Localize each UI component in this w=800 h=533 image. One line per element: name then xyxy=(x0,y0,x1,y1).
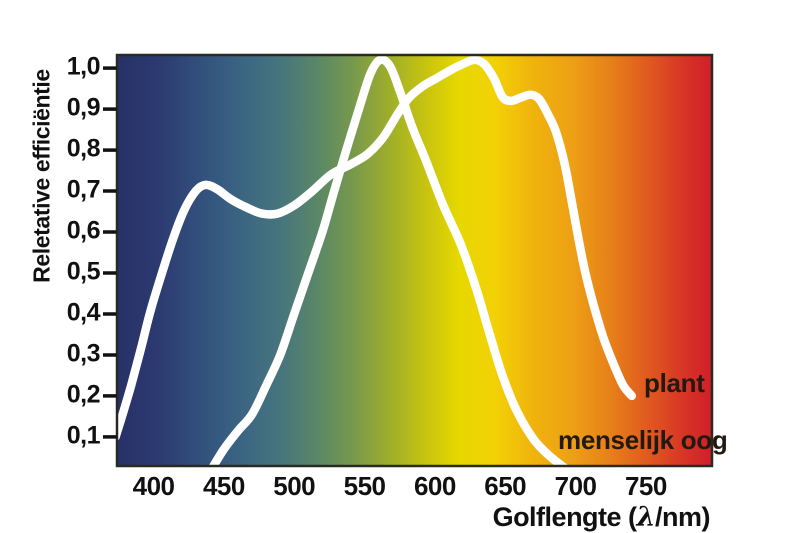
curve-label-eye: menselijk oog xyxy=(558,425,728,455)
x-tick-label: 600 xyxy=(413,471,456,501)
y-tick-label: 0,5 xyxy=(66,257,101,286)
x-tick-label: 550 xyxy=(343,471,386,501)
x-tick-label: 500 xyxy=(273,471,316,501)
plot-border xyxy=(115,53,714,468)
x-tick-label: 650 xyxy=(484,471,527,501)
curve-label-plant: plant xyxy=(644,368,705,398)
lambda-symbol: λ xyxy=(636,502,656,533)
x-axis-title-suffix: /nm) xyxy=(655,502,711,532)
x-tick-label: 450 xyxy=(202,471,245,501)
x-tick-label: 750 xyxy=(624,471,667,501)
curves xyxy=(115,55,637,468)
y-tick-label: 0,6 xyxy=(66,216,101,245)
y-tick-label: 0,2 xyxy=(66,380,101,409)
y-tick-label: 0,1 xyxy=(66,421,101,450)
y-tick-label: 0,8 xyxy=(66,134,101,163)
y-tick-label: 0,9 xyxy=(66,93,101,122)
plant-curve xyxy=(115,55,637,442)
y-tick-label: 0,3 xyxy=(66,339,101,368)
x-axis-title: Golflengte (λ/nm) xyxy=(492,502,711,533)
y-tick-label: 1,0 xyxy=(66,52,101,81)
eye-curve xyxy=(207,55,569,468)
y-tick-label: 0,7 xyxy=(66,175,101,204)
y-tick-label: 0,4 xyxy=(66,298,101,327)
x-axis-title-prefix: Golflengte ( xyxy=(492,502,638,532)
spectrum-background xyxy=(117,55,712,466)
x-tick-label: 700 xyxy=(554,471,597,501)
y-axis-ticks xyxy=(103,66,117,439)
x-tick-label: 400 xyxy=(132,471,175,501)
